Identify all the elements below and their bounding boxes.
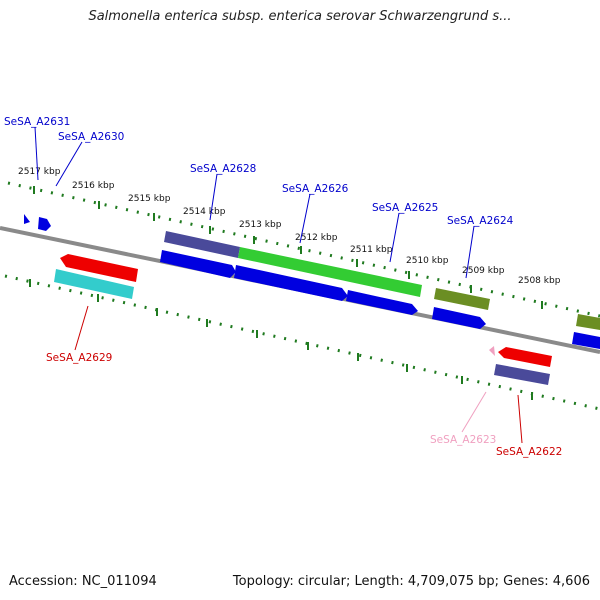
ruler-label: 2516 kbp [72,181,115,191]
ruler-label: 2514 kbp [183,207,226,217]
gene-block-SeSA_A2622-purple[interactable] [494,364,550,385]
gene-block-blue-5[interactable] [572,332,600,349]
gene-label[interactable]: SeSA_A2628 [190,163,256,175]
accession-text: Accession: NC_011094 [9,574,157,589]
gene-label[interactable]: SeSA_A2622 [496,446,562,458]
ruler-labels: 2517 kbp 2516 kbp 2515 kbp 2514 kbp 2513… [18,167,561,286]
ruler-label: 2510 kbp [406,256,449,266]
gene-label[interactable]: SeSA_A2625 [372,202,438,214]
gene-block-SeSA_A2626[interactable] [238,247,422,297]
gene-labels: SeSA_A2631 SeSA_A2630 SeSA_A2628 SeSA_A2… [4,116,562,458]
gene-block-blue-1[interactable] [160,250,236,278]
map-title: Salmonella enterica subsp. enterica sero… [88,9,512,24]
topology-summary: Topology: circular; Length: 4,709,075 bp… [232,574,590,589]
forward-gene-blocks [160,231,600,349]
gene-block-SeSA_A2629-cyan[interactable] [54,269,134,299]
gene-label[interactable]: SeSA_A2623 [430,434,496,446]
ruler-label: 2513 kbp [239,220,282,230]
gene-block-blue-2[interactable] [234,265,348,301]
ruler-label: 2509 kbp [462,266,505,276]
gene-label[interactable]: SeSA_A2624 [447,215,514,227]
gene-block-SeSA_A2623[interactable] [489,346,495,356]
ruler-label: 2508 kbp [518,276,561,286]
gene-block-SeSA_A2628[interactable] [164,231,240,258]
gene-feature-small[interactable] [24,214,30,224]
gene-label[interactable]: SeSA_A2629 [46,352,112,364]
reverse-major-ticks [29,279,533,400]
leader-lines [34,126,523,444]
gene-block-right-olive[interactable] [576,314,600,330]
ruler-label: 2515 kbp [128,194,171,204]
ruler-label: 2517 kbp [18,167,61,177]
reverse-gene-blocks [54,254,552,385]
gene-block-SeSA_A2629-red[interactable] [60,254,138,282]
gene-label[interactable]: SeSA_A2630 [58,131,124,143]
gene-feature-small[interactable] [38,217,51,231]
gene-block-SeSA_A2622-red[interactable] [498,347,552,367]
ruler-label: 2512 kbp [295,233,338,243]
gene-block-blue-3[interactable] [346,290,418,315]
reverse-ruler [4,274,600,411]
gene-label[interactable]: SeSA_A2631 [4,116,70,128]
gene-block-blue-4[interactable] [432,307,486,329]
forward-major-ticks [33,186,543,309]
gene-label[interactable]: SeSA_A2626 [282,183,349,195]
ruler-label: 2511 kbp [350,245,393,255]
gene-block-SeSA_A2624[interactable] [434,288,490,310]
